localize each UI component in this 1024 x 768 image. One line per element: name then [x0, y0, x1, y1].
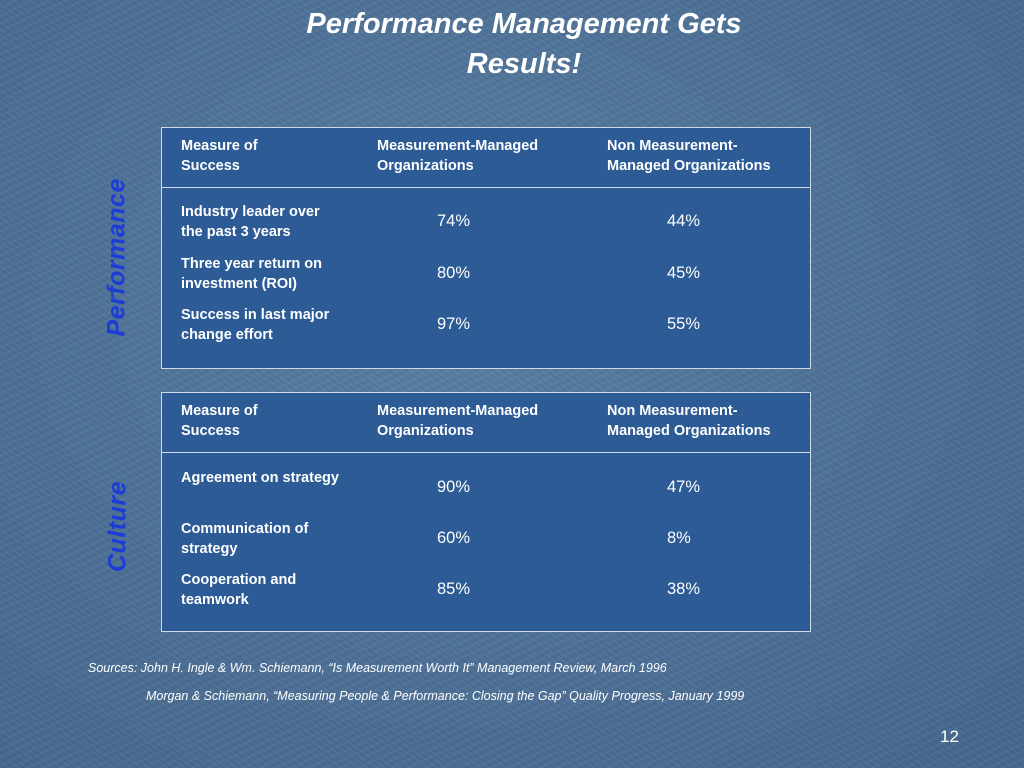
non-managed-value: 47%: [667, 478, 701, 496]
performance-table: Measure of Success Measurement-Managed O…: [161, 127, 811, 369]
row-label: Three year return on investment (ROI): [181, 256, 323, 292]
row-label: Success in last major change effort: [181, 307, 330, 343]
performance-table-header: Measure of Success Measurement-Managed O…: [162, 128, 810, 188]
title-line-2: Results!: [466, 48, 582, 80]
header-non-measurement-managed: Non Measurement- Managed Organizations: [607, 138, 771, 174]
slide-title: Performance Management Gets Results!: [0, 4, 1024, 84]
non-managed-value: 55%: [667, 315, 701, 333]
header-non-measurement-managed: Non Measurement- Managed Organizations: [607, 403, 771, 439]
source-line-2: Morgan & Schiemann, “Measuring People & …: [146, 689, 745, 703]
non-managed-value: 45%: [667, 264, 701, 282]
managed-value: 97%: [437, 315, 471, 333]
non-managed-value: 44%: [667, 212, 701, 230]
managed-value: 80%: [437, 264, 471, 282]
row-label: Communication of strategy: [181, 521, 309, 557]
table-row: Success in last major change effort 97% …: [162, 305, 810, 355]
table-row: Three year return on investment (ROI) 80…: [162, 254, 810, 304]
header-measure-of-success: Measure of Success: [181, 138, 258, 174]
managed-value: 74%: [437, 212, 471, 230]
managed-value: 85%: [437, 580, 471, 598]
header-measure-of-success: Measure of Success: [181, 403, 258, 439]
row-label: Cooperation and teamwork: [181, 572, 297, 608]
non-managed-value: 38%: [667, 580, 701, 598]
non-managed-value: 8%: [667, 529, 691, 547]
managed-value: 90%: [437, 478, 471, 496]
header-measurement-managed: Measurement-Managed Organizations: [377, 403, 539, 439]
sources-note: Sources: John H. Ingle & Wm. Schiemann, …: [88, 654, 744, 710]
culture-table: Measure of Success Measurement-Managed O…: [161, 392, 811, 632]
culture-table-header: Measure of Success Measurement-Managed O…: [162, 393, 810, 453]
table-row: Industry leader over the past 3 years 74…: [162, 202, 810, 252]
row-label: Agreement on strategy: [181, 470, 339, 486]
header-measurement-managed: Measurement-Managed Organizations: [377, 138, 539, 174]
title-line-1: Performance Management Gets: [306, 8, 742, 40]
managed-value: 60%: [437, 529, 471, 547]
page-number: 12: [940, 727, 959, 746]
table-row: Communication of strategy 60% 8%: [162, 519, 810, 569]
culture-side-label: Culture: [103, 481, 132, 572]
table-row: Cooperation and teamwork 85% 38%: [162, 570, 810, 620]
performance-side-label: Performance: [102, 178, 131, 337]
table-row: Agreement on strategy 90% 47%: [162, 468, 810, 518]
source-line-1: Sources: John H. Ingle & Wm. Schiemann, …: [88, 661, 667, 675]
row-label: Industry leader over the past 3 years: [181, 204, 320, 240]
